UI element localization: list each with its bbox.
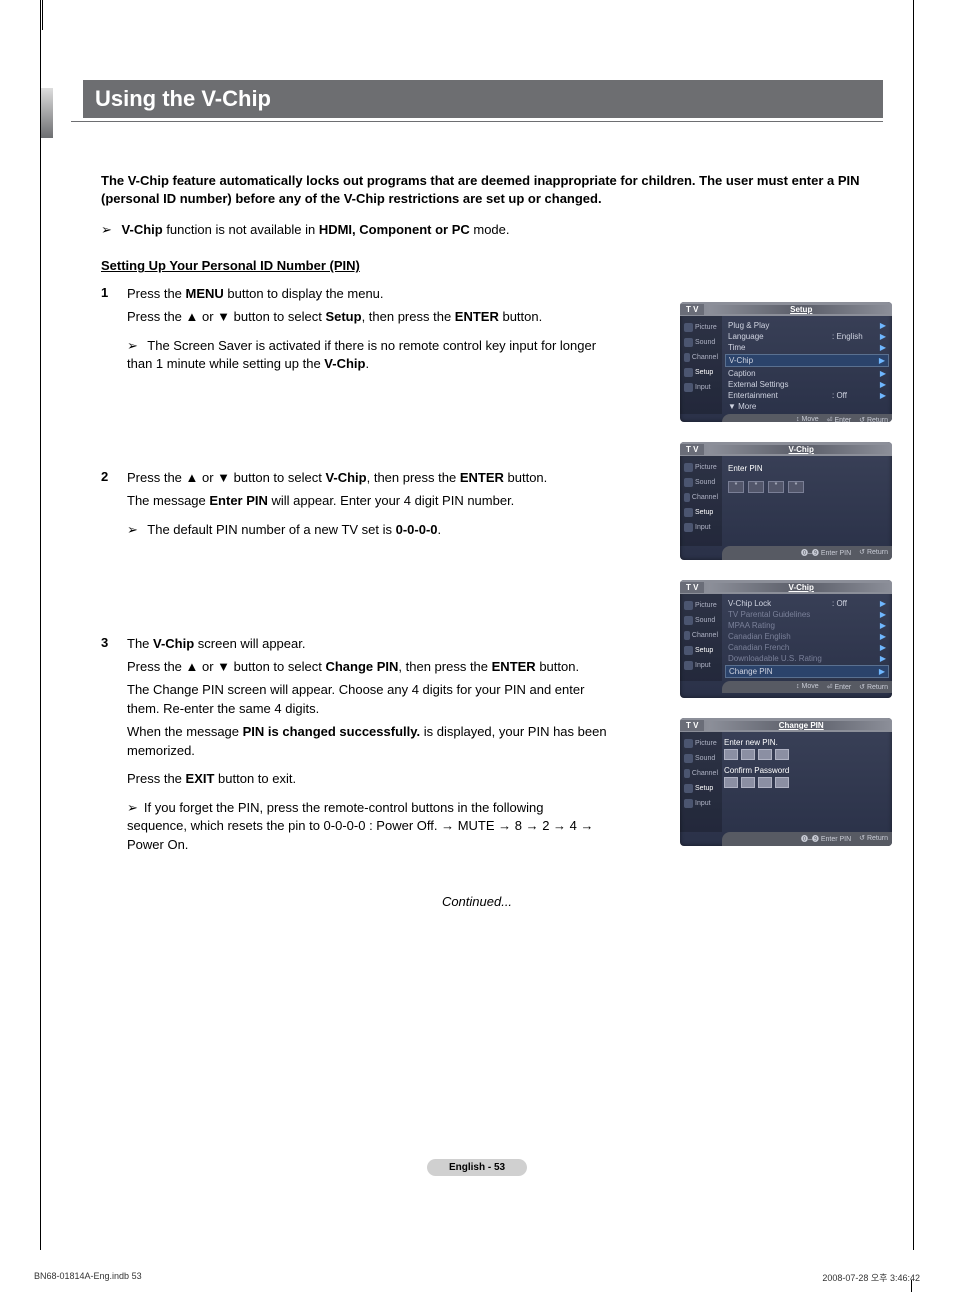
footer-right: 2008-07-28 오후 3:46:42 — [822, 1271, 920, 1284]
step-3-body: The V-Chip screen will appear. Press the… — [127, 635, 617, 793]
step-1-note: The Screen Saver is activated if there i… — [127, 337, 597, 373]
osd-vchip-menu: T V V-Chip Picture Sound Channel Setup I… — [680, 580, 892, 698]
page-number-badge: English - 53 — [427, 1159, 527, 1176]
continued-label: Continued... — [71, 894, 883, 909]
osd-change-pin: T V Change PIN Picture Sound Channel Set… — [680, 718, 892, 846]
intro-text: The V-Chip feature automatically locks o… — [101, 172, 883, 208]
mode-note-suf: mode. — [470, 222, 510, 237]
footer-left: BN68-01814A-Eng.indb 53 — [34, 1271, 142, 1284]
pin-boxes: * * * * — [728, 481, 886, 493]
section-title-block: Using the V-Chip — [71, 80, 883, 122]
osd1-title: Setup — [704, 305, 892, 314]
osd-vchip-pin: T V V-Chip Picture Sound Channel Setup I… — [680, 442, 892, 560]
step-3-num: 3 — [101, 635, 127, 650]
osd-sidebar: Picture Sound Channel Setup Input — [680, 316, 722, 414]
step-1-body: Press the MENU button to display the men… — [127, 285, 617, 331]
mode-note-mid: function is not available in — [163, 222, 319, 237]
osd-tv-label: T V — [680, 304, 704, 315]
step-2-note: The default PIN number of a new TV set i… — [127, 521, 597, 539]
step-3-note: If you forget the PIN, press the remote-… — [127, 799, 597, 854]
step-2-body: Press the ▲ or ▼ button to select V-Chip… — [127, 469, 617, 515]
mode-note: V-Chip function is not available in HDMI… — [101, 222, 883, 238]
mode-note-b1: V-Chip — [122, 222, 163, 237]
enter-new-pin-label: Enter new PIN. — [724, 738, 890, 747]
print-footer: BN68-01814A-Eng.indb 53 2008-07-28 오후 3:… — [34, 1271, 920, 1284]
section-title: Using the V-Chip — [83, 80, 883, 118]
mode-note-modes: HDMI, Component or PC — [319, 222, 470, 237]
step-2-num: 2 — [101, 469, 127, 484]
subheading: Setting Up Your Personal ID Number (PIN) — [101, 258, 883, 273]
confirm-password-label: Confirm Password — [724, 766, 890, 775]
step-1-num: 1 — [101, 285, 127, 300]
osd-setup: T V Setup Picture Sound Channel Setup In… — [680, 302, 892, 422]
enter-pin-label: Enter PIN — [728, 460, 886, 477]
